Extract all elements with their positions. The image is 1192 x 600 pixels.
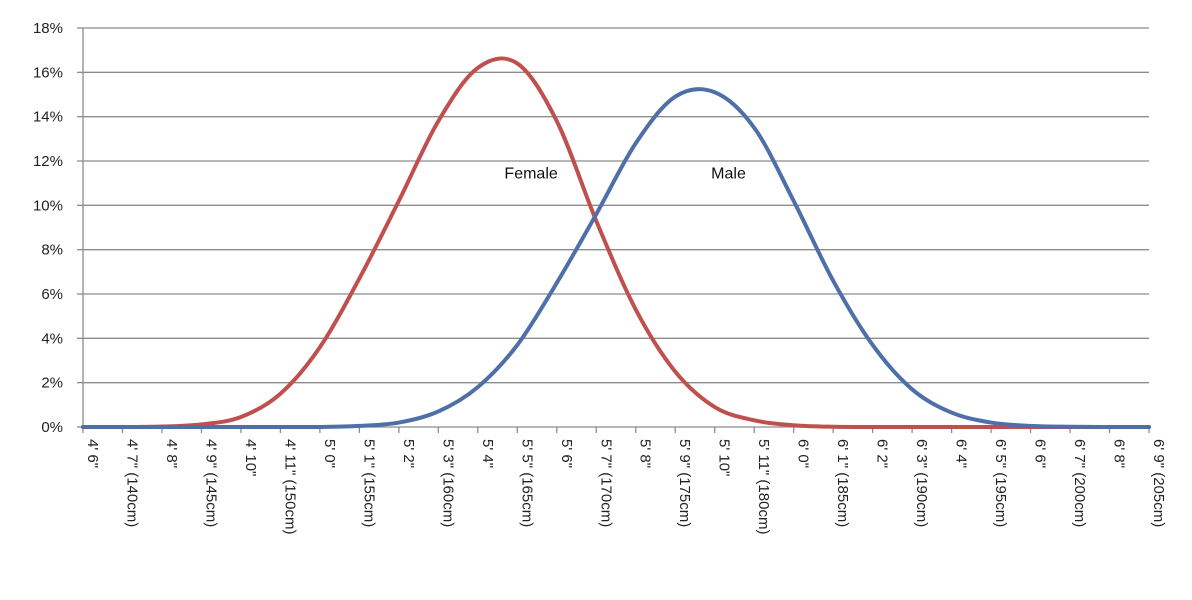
annotation-layer: Female Male [504,166,746,183]
x-tick-label: 6' 0" [795,439,812,468]
x-tick-label: 6' 5" (195cm) [992,439,1009,527]
grid-layer [83,27,1149,384]
y-tick-label: 10% [33,197,63,214]
x-tick-label: 6' 8" [1111,439,1128,468]
x-tick-label: 6' 6" [1032,439,1049,468]
series-line-0 [81,56,1151,429]
x-tick-label: 5' 0" [321,439,338,468]
x-tick-label: 4' 8" [163,439,180,468]
y-tick-label: 16% [33,64,63,81]
x-tick-label: 5' 11" (180cm) [755,439,772,534]
x-tick-label: 6' 9" (205cm) [1150,439,1167,527]
x-tick-label: 5' 9" (175cm) [676,439,693,527]
x-tick-label: 5' 7" (170cm) [597,439,614,527]
y-tick-label: 18% [33,20,63,37]
x-tick-label: 6' 3" (190cm) [913,439,930,527]
x-tick-label: 5' 3" (160cm) [439,439,456,527]
x-tick-label: 5' 5" (165cm) [518,439,535,527]
x-tick-label: 5' 4" [479,439,496,468]
x-tick-label: 4' 6" [84,439,101,468]
x-tick-label: 5' 8" [637,439,654,468]
series-annotation: Male [711,166,746,183]
x-tick-label: 4' 11" (150cm) [281,439,298,534]
x-tick-label: 6' 1" (185cm) [834,439,851,527]
y-tick-label: 14% [33,109,63,126]
x-tick-label: 6' 4" [953,439,970,468]
series-line-1 [81,87,1151,429]
x-tick-label: 4' 7" (140cm) [123,439,140,527]
y-tick-label: 6% [41,286,63,303]
x-tick-label: 5' 2" [400,439,417,468]
y-tick-label: 4% [41,330,63,347]
y-tick-label: 8% [41,242,63,259]
x-tick-label: 5' 1" (155cm) [360,439,377,527]
y-tick-label: 12% [33,153,63,170]
label-layer: 0% 2% 4% 6% 8% 10% 12% 14% 16% 18% 4' 6" 4' 7" (140… [33,20,1167,534]
y-tick-label: 0% [41,419,63,436]
series-annotation: Female [504,166,557,183]
x-tick-label: 4' 10" [242,439,259,476]
x-tick-label: 5' 6" [558,439,575,468]
x-tick-label: 6' 7" (200cm) [1071,439,1088,527]
x-tick-label: 4' 9" (145cm) [202,439,219,527]
axis-layer [77,27,1150,433]
y-tick-label: 2% [41,375,63,392]
x-tick-label: 5' 10" [716,439,733,476]
x-tick-label: 6' 2" [874,439,891,468]
series-layer [81,56,1151,429]
